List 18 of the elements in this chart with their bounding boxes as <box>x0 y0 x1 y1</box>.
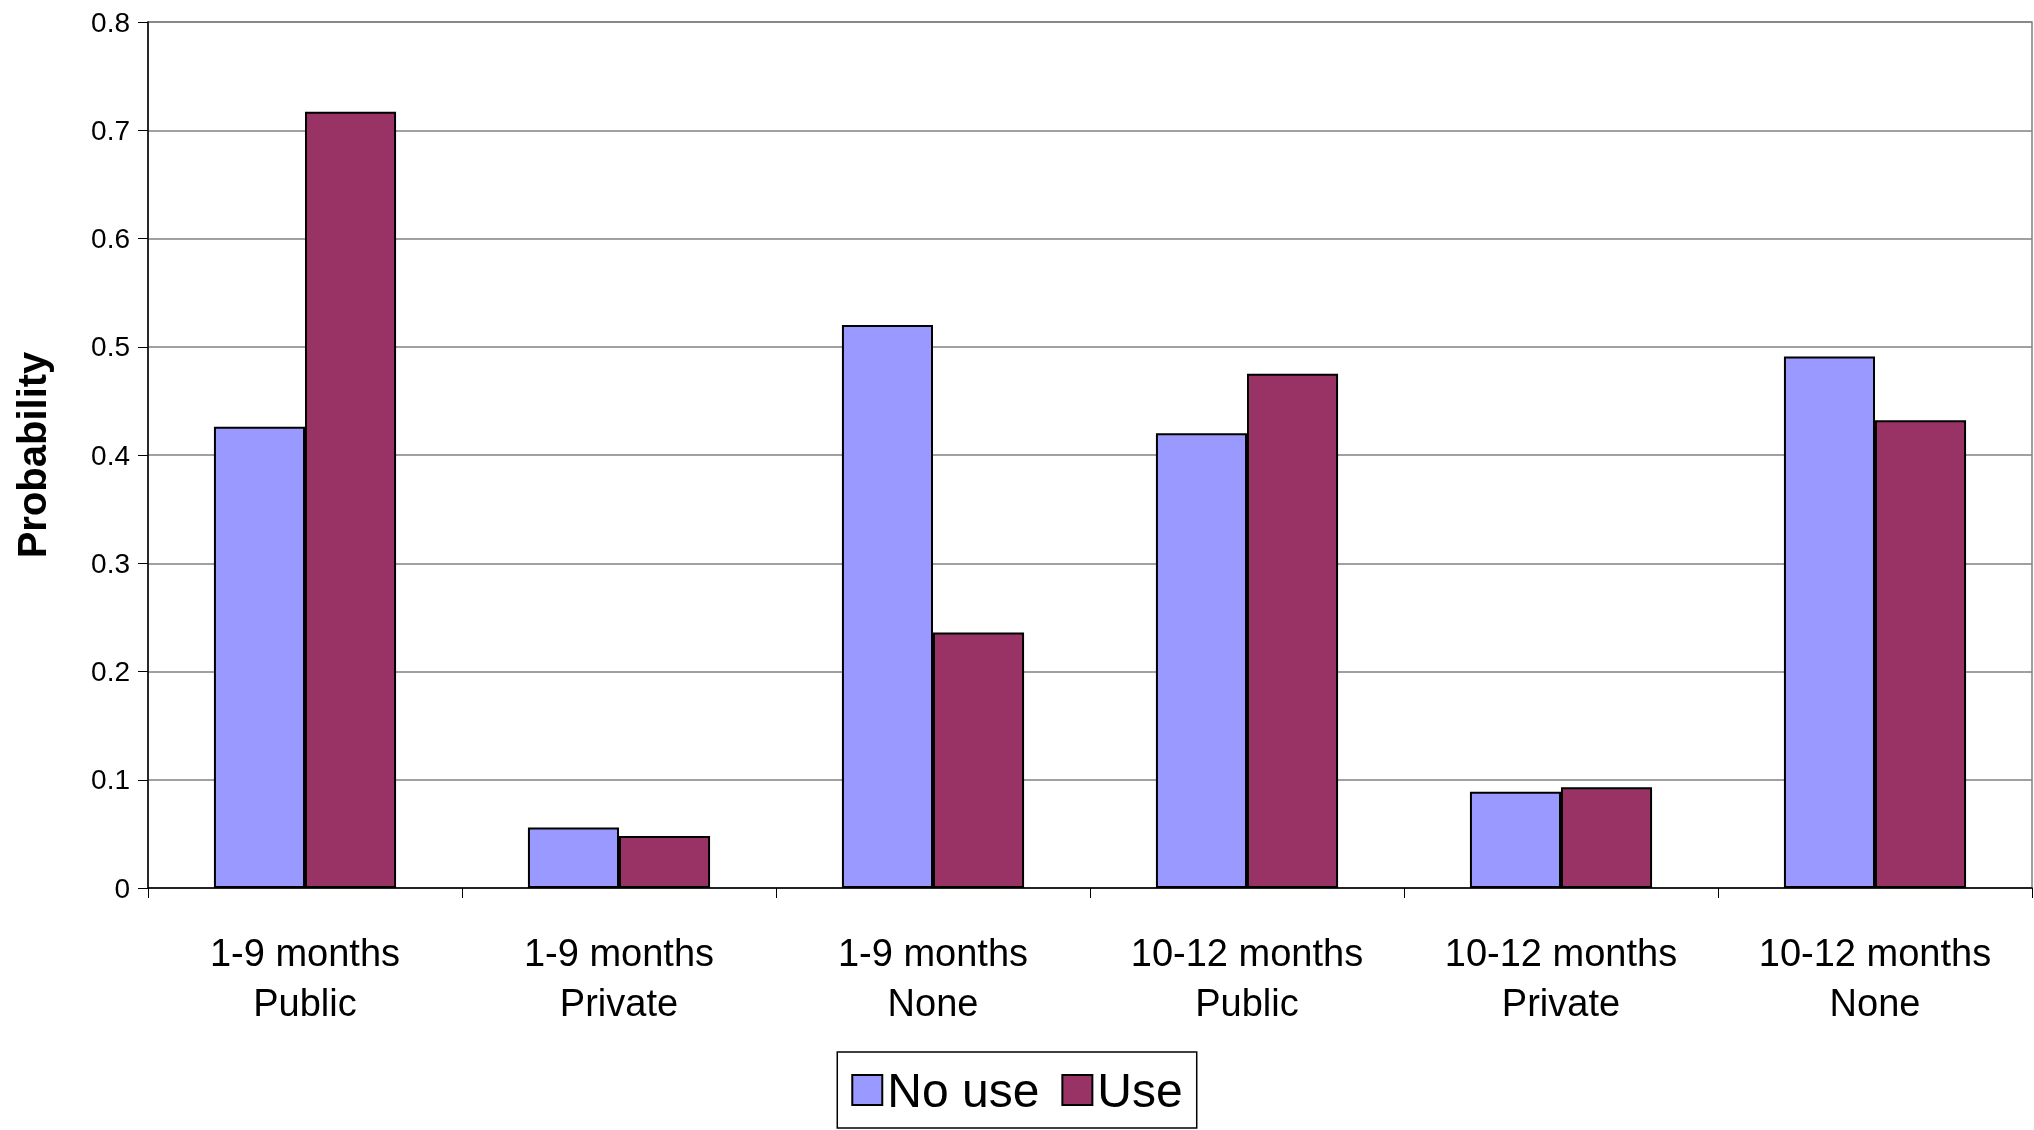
y-tick-label: 0.2 <box>91 656 130 687</box>
x-tick-label: 10-12 months None <box>1758 932 1992 1024</box>
x-tick-label: 1-9 months None <box>837 932 1029 1024</box>
y-tick-label: 0.1 <box>91 764 130 796</box>
y-tick-label: 0.6 <box>91 223 130 254</box>
x-tick-label: 1-9 months Private <box>523 932 715 1024</box>
y-tick-label: 0 <box>114 872 130 904</box>
y-tick-label: 0.5 <box>91 331 130 363</box>
x-tick-label: 10-12 months Public <box>1130 932 1364 1024</box>
y-tick-label: 0.7 <box>91 114 130 146</box>
x-tick-label: 1-9 months Public <box>209 932 401 1024</box>
y-tick-label: 0.3 <box>91 547 130 579</box>
y-axis-title: Probability <box>10 350 54 559</box>
y-tick-label: 0.8 <box>91 6 130 38</box>
legend-label: No use <box>887 1063 1040 1117</box>
legend-label: Use <box>1097 1063 1183 1117</box>
y-tick-label: 0.4 <box>91 439 130 471</box>
x-tick-label: 10-12 months Private <box>1444 932 1678 1024</box>
